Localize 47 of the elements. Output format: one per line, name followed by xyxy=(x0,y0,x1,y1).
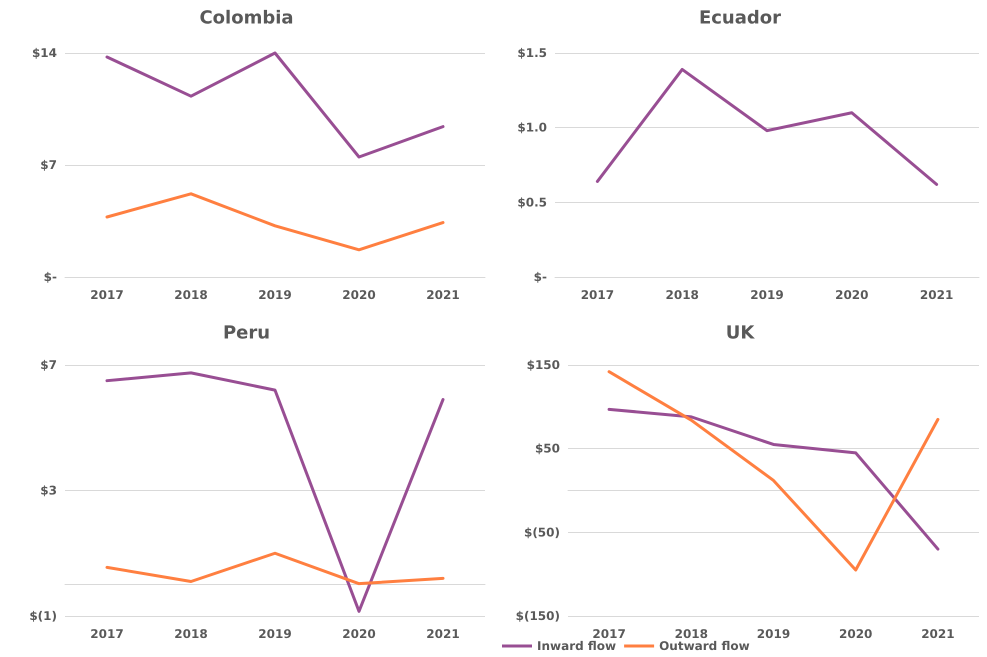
x-tick-label: 2019 xyxy=(750,288,784,302)
legend-label: Inward flow xyxy=(537,639,616,653)
x-tick-label: 2021 xyxy=(920,288,954,302)
y-tick-label: $1.5 xyxy=(517,46,547,60)
x-tick-label: 2018 xyxy=(174,288,208,302)
x-tick-label: 2019 xyxy=(756,627,790,641)
x-tick-label: 2017 xyxy=(90,627,124,641)
y-tick-label: $(150) xyxy=(516,609,560,623)
x-tick-label: 2017 xyxy=(90,288,124,302)
line-series xyxy=(106,192,444,252)
line-series xyxy=(596,68,938,186)
x-tick-label: 2021 xyxy=(426,627,460,641)
y-tick-label: $- xyxy=(534,270,548,284)
x-tick-label: 2017 xyxy=(592,627,626,641)
x-tick-label: 2021 xyxy=(426,288,460,302)
y-tick-label: $(50) xyxy=(524,525,560,540)
x-tick-label: 2021 xyxy=(921,627,955,641)
x-tick-label: 2018 xyxy=(674,627,708,641)
x-tick-label: 2018 xyxy=(174,627,208,641)
chart-title: UK xyxy=(726,322,756,344)
chart-title: Colombia xyxy=(199,8,294,28)
x-tick-label: 2020 xyxy=(342,627,376,641)
y-tick-label: $7 xyxy=(40,158,57,172)
line-series xyxy=(106,52,444,158)
y-tick-label: $1.0 xyxy=(517,120,547,135)
line-series xyxy=(106,371,444,613)
x-tick-label: 2020 xyxy=(838,627,872,641)
x-tick-label: 2017 xyxy=(580,288,614,302)
chart-title: Ecuador xyxy=(698,8,782,28)
x-tick-label: 2020 xyxy=(342,288,376,302)
line-series xyxy=(608,370,940,572)
x-tick-label: 2019 xyxy=(258,627,292,641)
x-tick-label: 2018 xyxy=(665,288,699,302)
x-tick-label: 2019 xyxy=(258,288,292,302)
line-series xyxy=(106,552,444,586)
y-tick-label: $50 xyxy=(534,442,560,456)
chart-title: Peru xyxy=(222,322,270,344)
y-tick-label: $0.5 xyxy=(517,195,547,210)
line-series xyxy=(608,408,940,551)
y-tick-label: $150 xyxy=(526,358,560,372)
x-tick-label: 2020 xyxy=(835,288,869,302)
y-tick-label: $- xyxy=(44,270,58,284)
y-tick-label: $(1) xyxy=(29,609,57,623)
legend-label: Outward flow xyxy=(659,639,750,653)
y-tick-label: $7 xyxy=(40,358,57,372)
y-tick-label: $14 xyxy=(32,46,57,60)
y-tick-label: $3 xyxy=(40,484,57,498)
